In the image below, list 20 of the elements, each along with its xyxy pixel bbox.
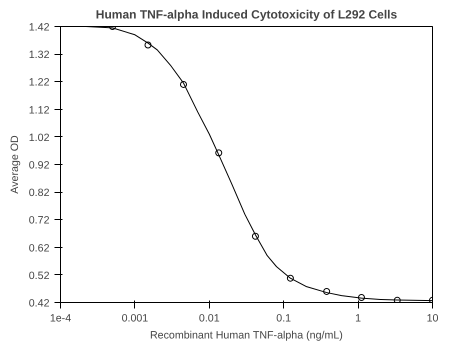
y-tick-label: 1.02 <box>28 132 50 144</box>
chart-title: Human TNF-alpha Induced Cytotoxicity of L292 Cells <box>96 8 398 22</box>
y-tick-label: 0.52 <box>28 270 50 282</box>
x-tick-label: 10 <box>426 312 438 324</box>
x-tick-label: 0.1 <box>276 312 292 324</box>
x-tick-label: 0.001 <box>122 312 148 324</box>
y-tick-label: 1.12 <box>28 104 50 116</box>
y-axis-title: Average OD <box>8 134 21 194</box>
y-tick-label: 0.92 <box>28 160 50 172</box>
y-tick-label: 0.72 <box>28 214 50 227</box>
y-tick-label: 1.42 <box>28 22 50 34</box>
x-tick-label: 1 <box>355 312 362 324</box>
x-axis-title: Recombinant Human TNF-alpha (ng/mL) <box>150 330 343 342</box>
y-tick-label: 1.32 <box>28 49 50 62</box>
y-tick-label: 1.22 <box>28 76 50 89</box>
y-tick-label: 0.62 <box>28 242 50 254</box>
y-tick-label: 0.82 <box>28 187 50 200</box>
x-tick-label: 1e-4 <box>50 312 72 324</box>
x-tick-label: 0.01 <box>198 312 220 324</box>
y-tick-label: 0.42 <box>28 298 50 310</box>
